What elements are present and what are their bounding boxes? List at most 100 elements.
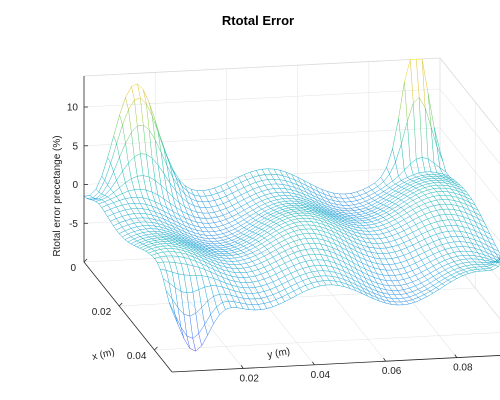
- mesh-line: [208, 243, 212, 246]
- mesh-line: [223, 222, 230, 226]
- mesh-line: [489, 250, 496, 254]
- mesh-line: [352, 262, 357, 269]
- mesh-line: [290, 257, 297, 261]
- mesh-line: [192, 248, 197, 252]
- mesh-line: [110, 188, 114, 193]
- mesh-line: [398, 182, 405, 186]
- mesh-line: [213, 314, 220, 324]
- mesh-line: [228, 222, 233, 227]
- mesh-line: [321, 196, 325, 201]
- mesh-line: [456, 264, 461, 268]
- mesh-line: [291, 209, 295, 212]
- mesh-line: [201, 257, 206, 263]
- mesh-line: [315, 208, 322, 212]
- mesh-line: [341, 222, 345, 227]
- mesh-line: [335, 224, 342, 228]
- mesh-line: [341, 210, 346, 214]
- mesh-line: [169, 238, 173, 241]
- mesh-line: [412, 254, 419, 259]
- mesh-line: [335, 212, 340, 216]
- mesh-line: [353, 226, 360, 229]
- mesh-line: [412, 209, 416, 214]
- mesh-line: [116, 180, 120, 188]
- mesh-line: [178, 241, 185, 245]
- mesh-line: [172, 255, 179, 257]
- mesh-line: [228, 252, 235, 254]
- mesh-line: [468, 261, 472, 265]
- mesh-line: [291, 214, 295, 217]
- mesh-line: [460, 231, 467, 233]
- mesh-line: [287, 281, 291, 287]
- mesh-line: [154, 225, 158, 230]
- mesh-line: [427, 158, 432, 172]
- mesh-line: [335, 220, 342, 224]
- mesh-line: [199, 233, 206, 236]
- mesh-line: [421, 191, 425, 195]
- mesh-line: [469, 201, 473, 208]
- mesh-line: [201, 257, 209, 261]
- mesh-line: [305, 215, 312, 217]
- mesh-line: [447, 253, 452, 259]
- mesh-line: [462, 226, 467, 233]
- mesh-line: [406, 235, 410, 241]
- mesh-line: [172, 230, 179, 234]
- mesh-line: [486, 245, 490, 251]
- mesh-line: [140, 97, 144, 126]
- mesh-line: [133, 242, 140, 246]
- mesh-line: [329, 221, 333, 226]
- mesh-line: [309, 200, 316, 204]
- mesh-line: [252, 234, 259, 239]
- mesh-line: [312, 208, 319, 212]
- mesh-line: [231, 254, 238, 256]
- mesh-line: [128, 162, 132, 179]
- mesh-line: [368, 224, 372, 228]
- mesh-line: [356, 189, 363, 193]
- mesh-line: [374, 223, 378, 227]
- mesh-line: [139, 213, 144, 218]
- mesh-line: [341, 216, 348, 219]
- mesh-line: [216, 245, 221, 249]
- mesh-line: [386, 195, 393, 201]
- mesh-line: [275, 283, 283, 288]
- mesh-line: [243, 230, 250, 235]
- mesh-line: [404, 182, 408, 185]
- mesh-line: [451, 195, 455, 201]
- mesh-line: [401, 177, 408, 181]
- mesh-line: [181, 239, 188, 242]
- mesh-line: [350, 193, 355, 198]
- mesh-line: [196, 243, 200, 247]
- mesh-line: [249, 266, 253, 272]
- mesh-line: [186, 335, 191, 349]
- mesh-line: [483, 263, 490, 265]
- mesh-line: [107, 192, 114, 198]
- mesh-line: [421, 288, 428, 293]
- mesh-line: [196, 221, 200, 228]
- mesh-line: [338, 207, 343, 211]
- mesh-line: [361, 287, 366, 293]
- mesh-line: [160, 248, 167, 250]
- mesh-line: [149, 102, 153, 116]
- mesh-line: [410, 163, 414, 175]
- mesh-line: [290, 245, 297, 249]
- mesh-line: [175, 229, 182, 234]
- mesh-line: [380, 219, 387, 223]
- mesh-line: [343, 279, 348, 285]
- mesh-line: [264, 214, 271, 219]
- mesh-line: [163, 218, 170, 223]
- mesh-line: [243, 259, 247, 264]
- mesh-line: [291, 182, 298, 186]
- mesh-line: [110, 196, 117, 200]
- mesh-line: [214, 210, 221, 213]
- mesh-line: [142, 232, 146, 236]
- mesh-line: [169, 203, 174, 212]
- mesh-line: [465, 258, 469, 263]
- mesh-line: [424, 211, 431, 215]
- mesh-line: [208, 223, 212, 228]
- mesh-line: [308, 265, 315, 267]
- mesh-line: [421, 197, 428, 201]
- mesh-line: [326, 213, 331, 216]
- mesh-line: [187, 235, 191, 239]
- mesh-line: [270, 223, 277, 228]
- mesh-line: [362, 205, 366, 209]
- mesh-line: [251, 304, 256, 311]
